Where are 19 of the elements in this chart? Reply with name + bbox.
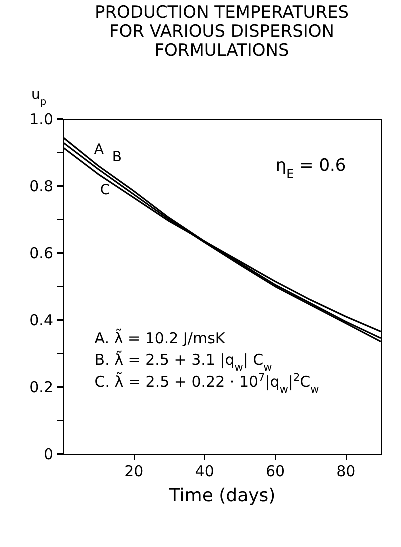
y-tick-label: 1.0 [30, 110, 54, 128]
chart-title: PRODUCTION TEMPERATURES FOR VARIOUS DISPERSION FORMULATIONS [94, 3, 350, 61]
y-tick-label: 0.6 [30, 244, 54, 262]
x-tick-label: 20 [124, 462, 144, 480]
y-axis-title: u$_{p}$ [31, 87, 47, 108]
series-label: B [112, 149, 122, 166]
annotation: A. λ̃ = 10.2 J/msK [94, 328, 226, 348]
y-tick-label: 0 [44, 446, 54, 464]
y-tick-label: 0.8 [30, 178, 54, 196]
series-label: A [94, 142, 104, 158]
y-tick-label: 0.2 [30, 378, 54, 396]
annotation: C. λ̃ = 2.5 + 0.22 · 10$^{7}$|q$_{w}$|$^{2}$C$_{w}$ [94, 372, 320, 396]
x-tick-label: 60 [266, 462, 286, 480]
x-tick-label: 80 [336, 462, 356, 480]
x-tick-label: 40 [195, 462, 214, 480]
series-label: C [100, 182, 110, 198]
x-axis-title: Time (days) [168, 486, 276, 506]
y-tick-label: 0.4 [30, 312, 54, 330]
annotation: η$_{E}$ = 0.6 [276, 156, 346, 181]
